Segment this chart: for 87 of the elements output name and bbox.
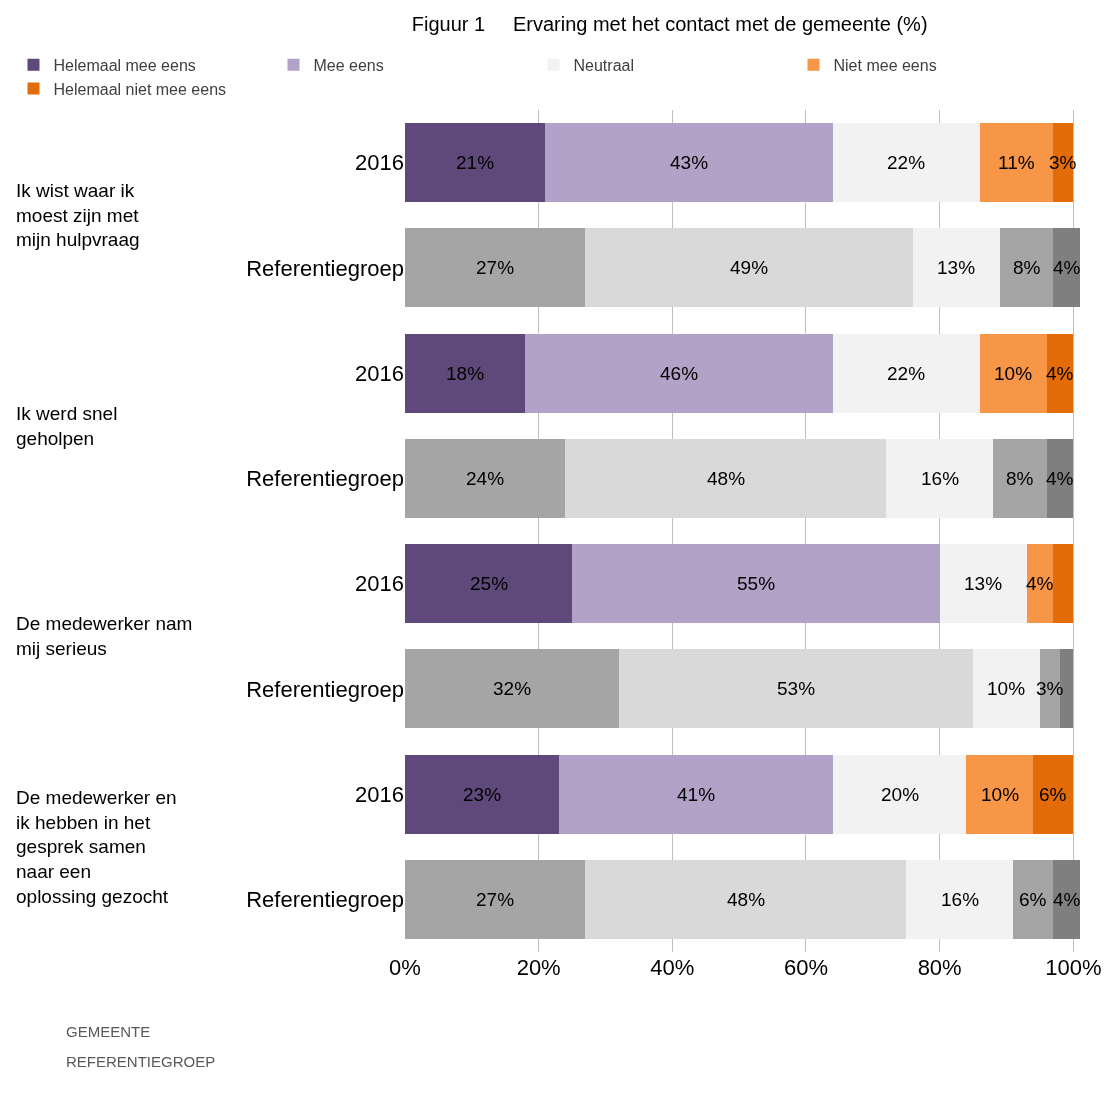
bar	[832, 754, 967, 834]
bar	[832, 123, 980, 203]
legend-label: Helemaal mee eens	[53, 56, 196, 74]
data-label: 4%	[1053, 889, 1081, 910]
y-tick-label: 2016	[355, 571, 404, 597]
bar	[966, 754, 1034, 834]
y-tick-label: Referentiegroep	[246, 466, 404, 492]
y-tick-label: 2016	[355, 360, 404, 386]
text: GEMEENTE	[66, 1023, 151, 1040]
legend-label: Mee eens	[313, 56, 384, 74]
bar	[618, 649, 974, 729]
data-label: 27%	[476, 889, 515, 910]
bar	[939, 544, 1027, 624]
data-label: 49%	[730, 257, 769, 278]
bar	[906, 859, 1014, 939]
data-label: 8%	[1006, 468, 1034, 489]
legend-label: Neutraal	[573, 56, 634, 74]
data-label: 16%	[921, 468, 960, 489]
data-label: 41%	[677, 784, 716, 805]
bar	[405, 123, 546, 203]
bar	[558, 754, 833, 834]
bar	[979, 333, 1047, 413]
legend-label: Helemaal niet mee eens	[53, 80, 227, 98]
bar	[525, 333, 833, 413]
data-label: 43%	[670, 152, 709, 173]
data-label: 16%	[941, 889, 980, 910]
data-label: 46%	[660, 363, 699, 384]
data-label: 6%	[1019, 889, 1047, 910]
data-label: 23%	[463, 784, 502, 805]
data-label: 4%	[1046, 468, 1074, 489]
data-label: 22%	[887, 152, 926, 173]
data-label: 6%	[1039, 784, 1067, 805]
data-label: 8%	[1013, 257, 1041, 278]
bar	[1033, 754, 1074, 834]
bar	[572, 544, 940, 624]
x-tick-label: 80%	[917, 955, 962, 980]
x-tick-label: 0%	[389, 955, 421, 980]
data-label: 4%	[1053, 257, 1081, 278]
bar	[405, 754, 559, 834]
data-label: 27%	[476, 257, 515, 278]
data-label: 10%	[987, 678, 1026, 699]
y-tick-label: Referentiegroep	[246, 255, 404, 281]
bar	[1053, 859, 1080, 939]
text: Ik wist waar ik moest zijn met mijn hulpvraag	[16, 180, 140, 251]
data-label: 55%	[737, 573, 776, 594]
bar	[1053, 544, 1074, 624]
bar	[912, 228, 1000, 308]
data-label: 11%	[998, 152, 1035, 173]
data-label: 10%	[994, 363, 1033, 384]
text: De medewerker en ik hebben in het gesprek samen naar een oplossing gezocht	[16, 787, 177, 907]
text: Ik werd snel geholpen	[16, 403, 118, 449]
data-label: 25%	[470, 573, 509, 594]
data-label: 4%	[1046, 363, 1074, 384]
bar	[585, 228, 913, 308]
data-label: 24%	[466, 468, 505, 489]
data-label: 20%	[881, 784, 920, 805]
data-label: 3%	[1036, 678, 1064, 699]
bar	[405, 544, 573, 624]
y-tick-label: 2016	[355, 781, 404, 807]
bar	[886, 438, 994, 518]
y-tick-label: 2016	[355, 150, 404, 176]
y-tick-label: Referentiegroep	[246, 676, 404, 702]
data-label: 53%	[777, 678, 816, 699]
bar	[1053, 228, 1080, 308]
x-tick-label: 40%	[650, 955, 695, 980]
bar	[405, 333, 526, 413]
chart-title: Figuur 1 Ervaring met het contact met de gemeente (%)	[411, 12, 928, 35]
legend-label: Niet mee eens	[833, 56, 937, 74]
y-tick-label: Referentiegroep	[246, 887, 404, 913]
data-label: 48%	[727, 889, 766, 910]
bar	[565, 438, 887, 518]
x-tick-label: 100%	[1045, 955, 1102, 980]
data-label: 13%	[937, 257, 976, 278]
text: De medewerker nam mij serieus	[16, 613, 193, 659]
data-label: 32%	[493, 678, 532, 699]
bar	[545, 123, 833, 203]
data-label: 21%	[456, 152, 495, 173]
data-label: 18%	[446, 363, 485, 384]
x-tick-label: 60%	[783, 955, 829, 980]
x-tick-label: 20%	[516, 955, 561, 980]
text: REFERENTIEGROEP	[66, 1053, 216, 1070]
bar	[585, 859, 907, 939]
data-label: 10%	[981, 784, 1020, 805]
data-label: 13%	[964, 573, 1003, 594]
data-label: 22%	[887, 363, 926, 384]
data-label: 48%	[707, 468, 746, 489]
bar	[832, 333, 980, 413]
